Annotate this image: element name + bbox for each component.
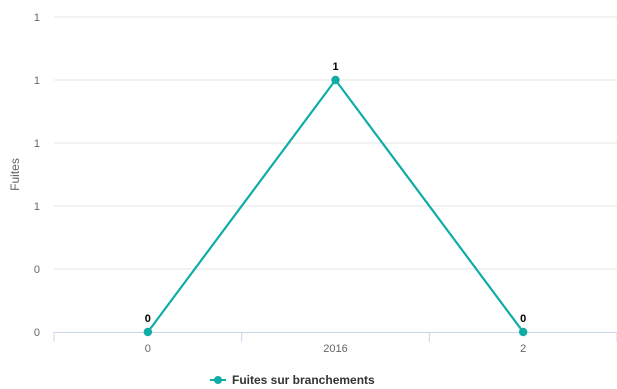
x-tick-label: 0	[145, 343, 151, 355]
x-axis: 0 2016 2	[53, 332, 617, 355]
data-label: 0	[145, 313, 151, 325]
y-tick-label: 1	[34, 138, 40, 150]
data-labels: 0 1 0	[145, 61, 526, 325]
data-label: 0	[520, 313, 526, 325]
data-label: 1	[332, 61, 338, 73]
data-point[interactable]	[518, 327, 528, 337]
legend-item-label[interactable]: Fuites sur branchements	[232, 373, 375, 387]
legend-marker	[214, 376, 222, 384]
y-tick-label: 0	[34, 264, 40, 276]
legend[interactable]: Fuites sur branchements	[210, 373, 375, 387]
y-tick-label: 1	[34, 75, 40, 87]
y-tick-label: 1	[34, 12, 40, 24]
y-axis-title: Fuites	[8, 158, 22, 191]
grid-lines	[54, 16, 617, 270]
y-tick-label: 1	[34, 201, 40, 213]
data-point[interactable]	[331, 75, 340, 85]
x-tick-label: 2	[520, 343, 526, 355]
x-tick-label: 2016	[323, 343, 347, 355]
y-tick-label: 0	[34, 327, 40, 339]
y-axis-ticks: 0 0 1 1 1 1	[34, 12, 40, 339]
data-points	[143, 75, 528, 337]
data-point[interactable]	[143, 327, 153, 337]
